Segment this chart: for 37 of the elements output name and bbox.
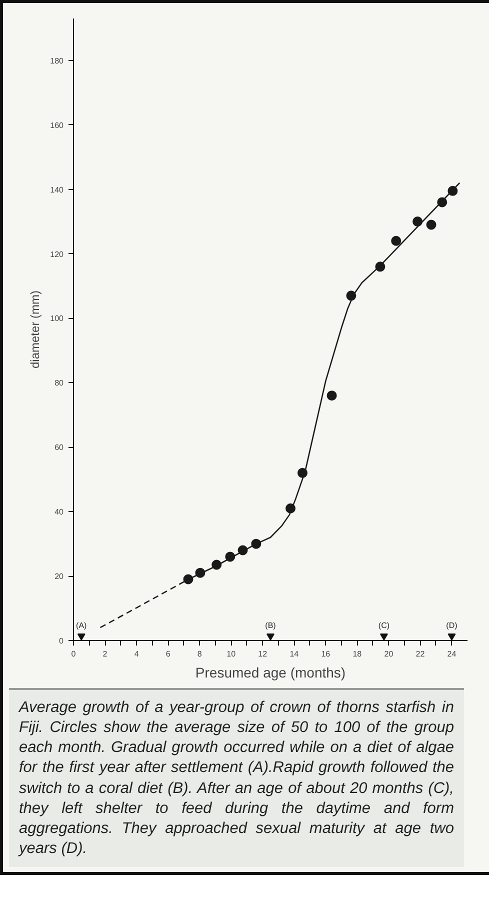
y-tick-label: 0 <box>59 636 64 646</box>
x-tick-label: 0 <box>71 650 76 658</box>
y-tick-label: 140 <box>50 185 64 194</box>
x-tick-label: 4 <box>134 650 140 658</box>
y-axis-title: diameter (mm) <box>28 290 42 369</box>
x-tick-label: 18 <box>352 650 362 658</box>
x-tick-label: 2 <box>102 650 108 658</box>
annotation: (D) <box>446 620 458 630</box>
y-tick-label: 40 <box>54 508 64 517</box>
y-tick-label: 100 <box>50 314 64 324</box>
point <box>426 220 436 230</box>
x-tick-label: 24 <box>447 650 457 658</box>
x-tick-label: 20 <box>384 650 394 658</box>
y-tick-label: 20 <box>54 572 64 582</box>
point <box>380 633 388 640</box>
x-tick-label: 22 <box>416 650 426 658</box>
x-tick-label: 8 <box>197 650 202 658</box>
x-tick-label: 14 <box>290 650 300 658</box>
annotation: (A) <box>76 620 88 630</box>
x-tick-label: 10 <box>226 650 236 658</box>
x-tick-label: 16 <box>321 650 331 658</box>
x-tick-label: 12 <box>258 650 268 658</box>
point <box>266 633 274 640</box>
point <box>77 633 86 640</box>
y-tick-label: 120 <box>50 250 64 259</box>
point <box>391 236 402 246</box>
annotation: (B) <box>265 620 276 630</box>
y-tick-label: 60 <box>54 443 64 452</box>
annotation: (C) <box>378 620 390 630</box>
point <box>448 633 456 640</box>
point <box>326 390 337 401</box>
y-tick-label: 160 <box>50 120 64 130</box>
y-tick-label: 80 <box>54 378 64 388</box>
x-axis-title: Presumed age (months) <box>195 664 346 680</box>
x-tick-label: 6 <box>166 650 171 658</box>
text: Average growth of a year-group of crown of thorns starfish in Fiji. Circles show the average size of 50 to 100 of the group each month. Gradual growth occurred while on a diet of algae for the first year after settlement (A).Rapid growth followed the switch to a coral diet (B). After an age of about 20 months (C), they left shelter to feed during the daytime and form aggregations. They approached sexual maturity at age two years (D). <box>19 698 454 859</box>
y-tick-label: 180 <box>50 56 64 66</box>
